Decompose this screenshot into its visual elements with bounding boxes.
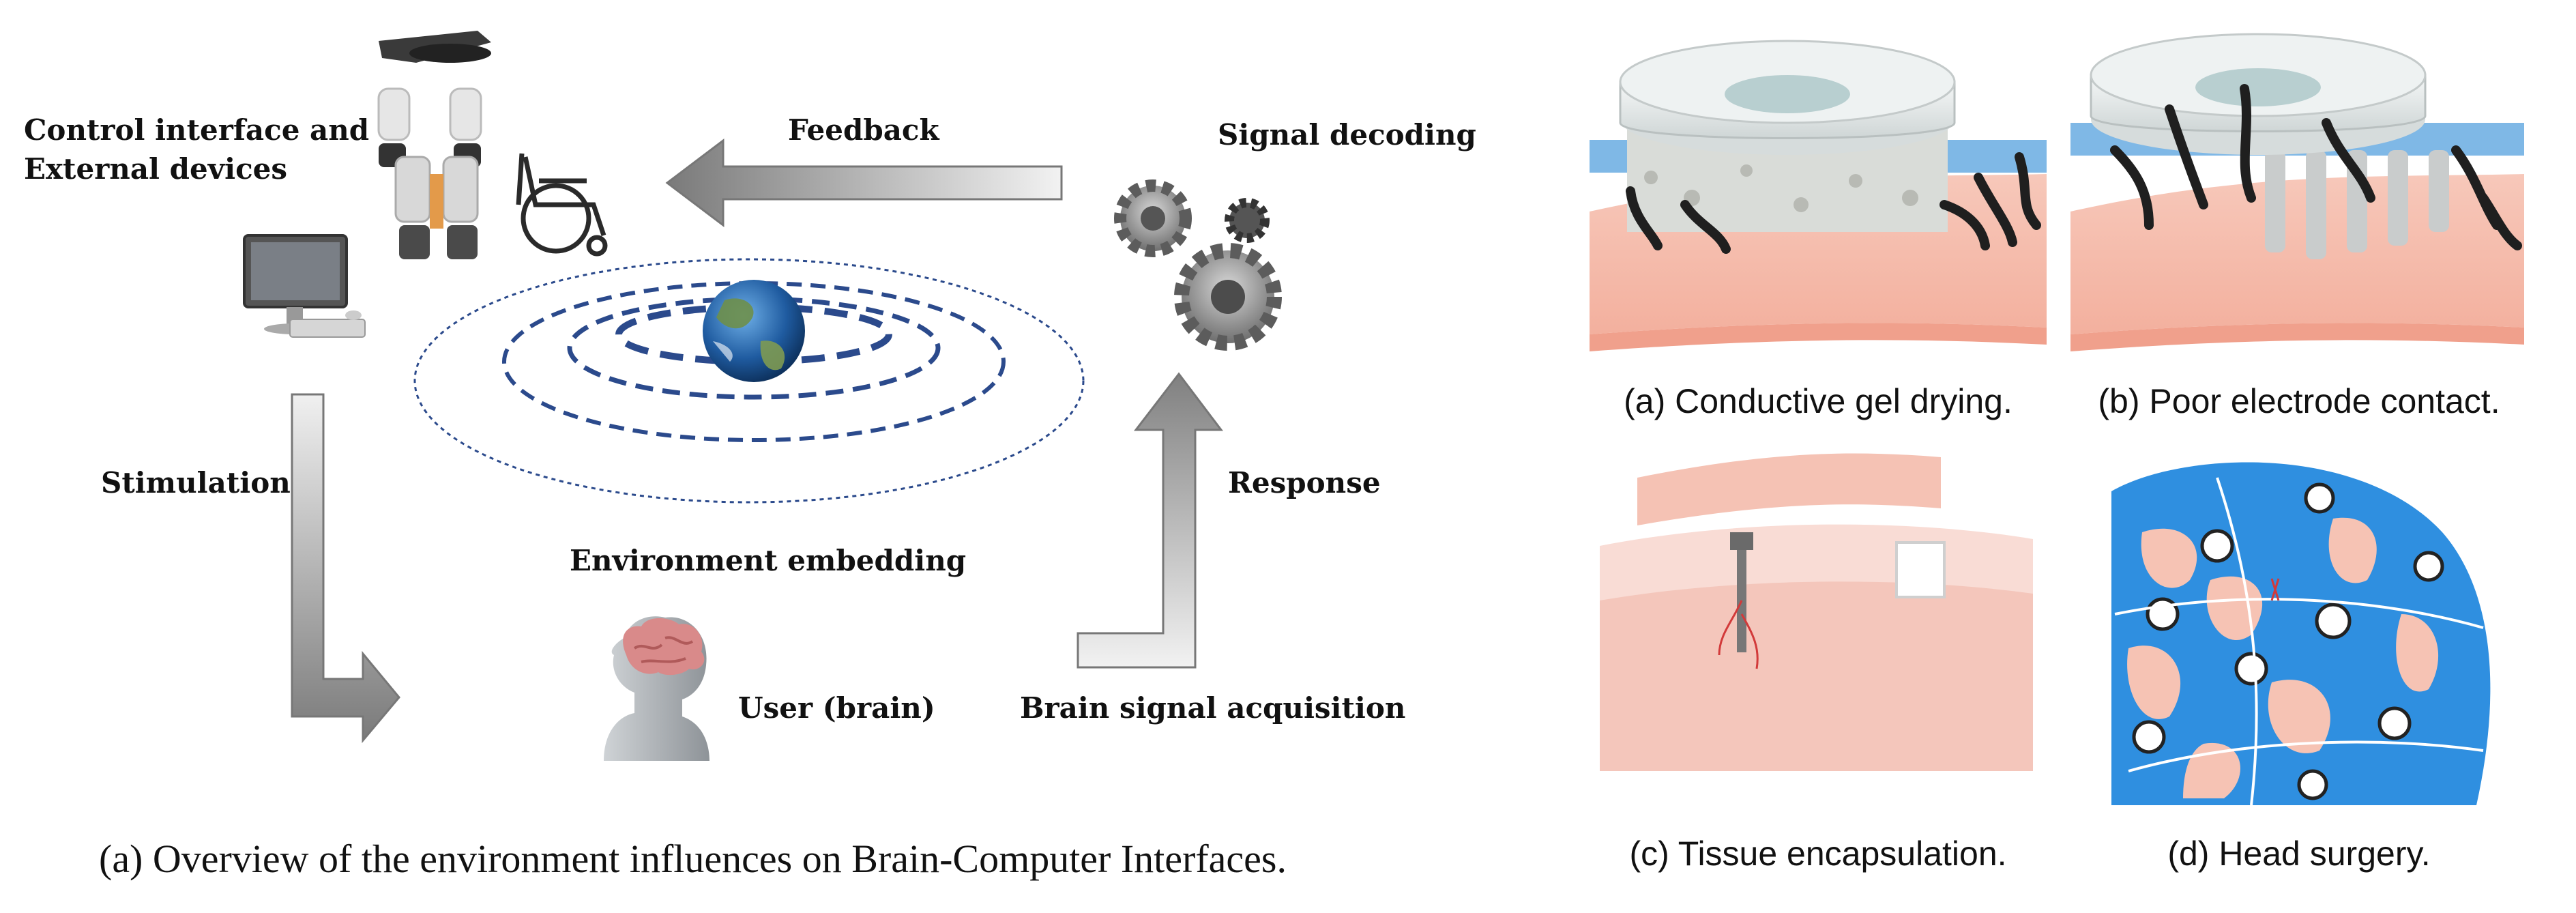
- computer-icon: [243, 234, 366, 338]
- brain-signal-acquisition-label: Brain signal acquisition: [1020, 691, 1405, 725]
- stimulation-label: Stimulation: [101, 466, 291, 499]
- user-brain-label: User (brain): [738, 691, 935, 725]
- subfigure-head-surgery: [2111, 462, 2491, 806]
- signal-decoding-label: Signal decoding: [1218, 118, 1476, 151]
- response-arrow: [1077, 372, 1224, 669]
- exoskeleton-icon: [377, 31, 491, 259]
- subfigure-c-caption: (c) Tissue encapsulation.: [1629, 835, 2006, 873]
- wheelchair-icon: [516, 153, 608, 257]
- control-interface-label-line2: External devices: [24, 152, 287, 186]
- subfigure-poor-contact: [2070, 33, 2524, 351]
- earth-icon: [703, 280, 805, 382]
- environment-embedding-label: Environment embedding: [570, 544, 966, 577]
- subfigure-a-caption: (a) Conductive gel drying.: [1624, 382, 2012, 420]
- brain-head-icon: [604, 616, 709, 761]
- stimulation-arrow: [291, 393, 400, 744]
- response-label: Response: [1228, 466, 1381, 499]
- subfigure-tissue-encapsulation: [1600, 453, 2033, 771]
- feedback-label: Feedback: [788, 113, 939, 147]
- gears-icon: [1114, 179, 1282, 351]
- subfigure-d-caption: (d) Head surgery.: [2167, 835, 2430, 873]
- left-panel-caption: (a) Overview of the environment influenc…: [99, 837, 1287, 881]
- control-interface-label-line1: Control interface and: [24, 113, 369, 147]
- subfigure-gel-drying: [1590, 40, 2047, 351]
- feedback-arrow: [665, 138, 1063, 228]
- subfigure-b-caption: (b) Poor electrode contact.: [2098, 382, 2500, 420]
